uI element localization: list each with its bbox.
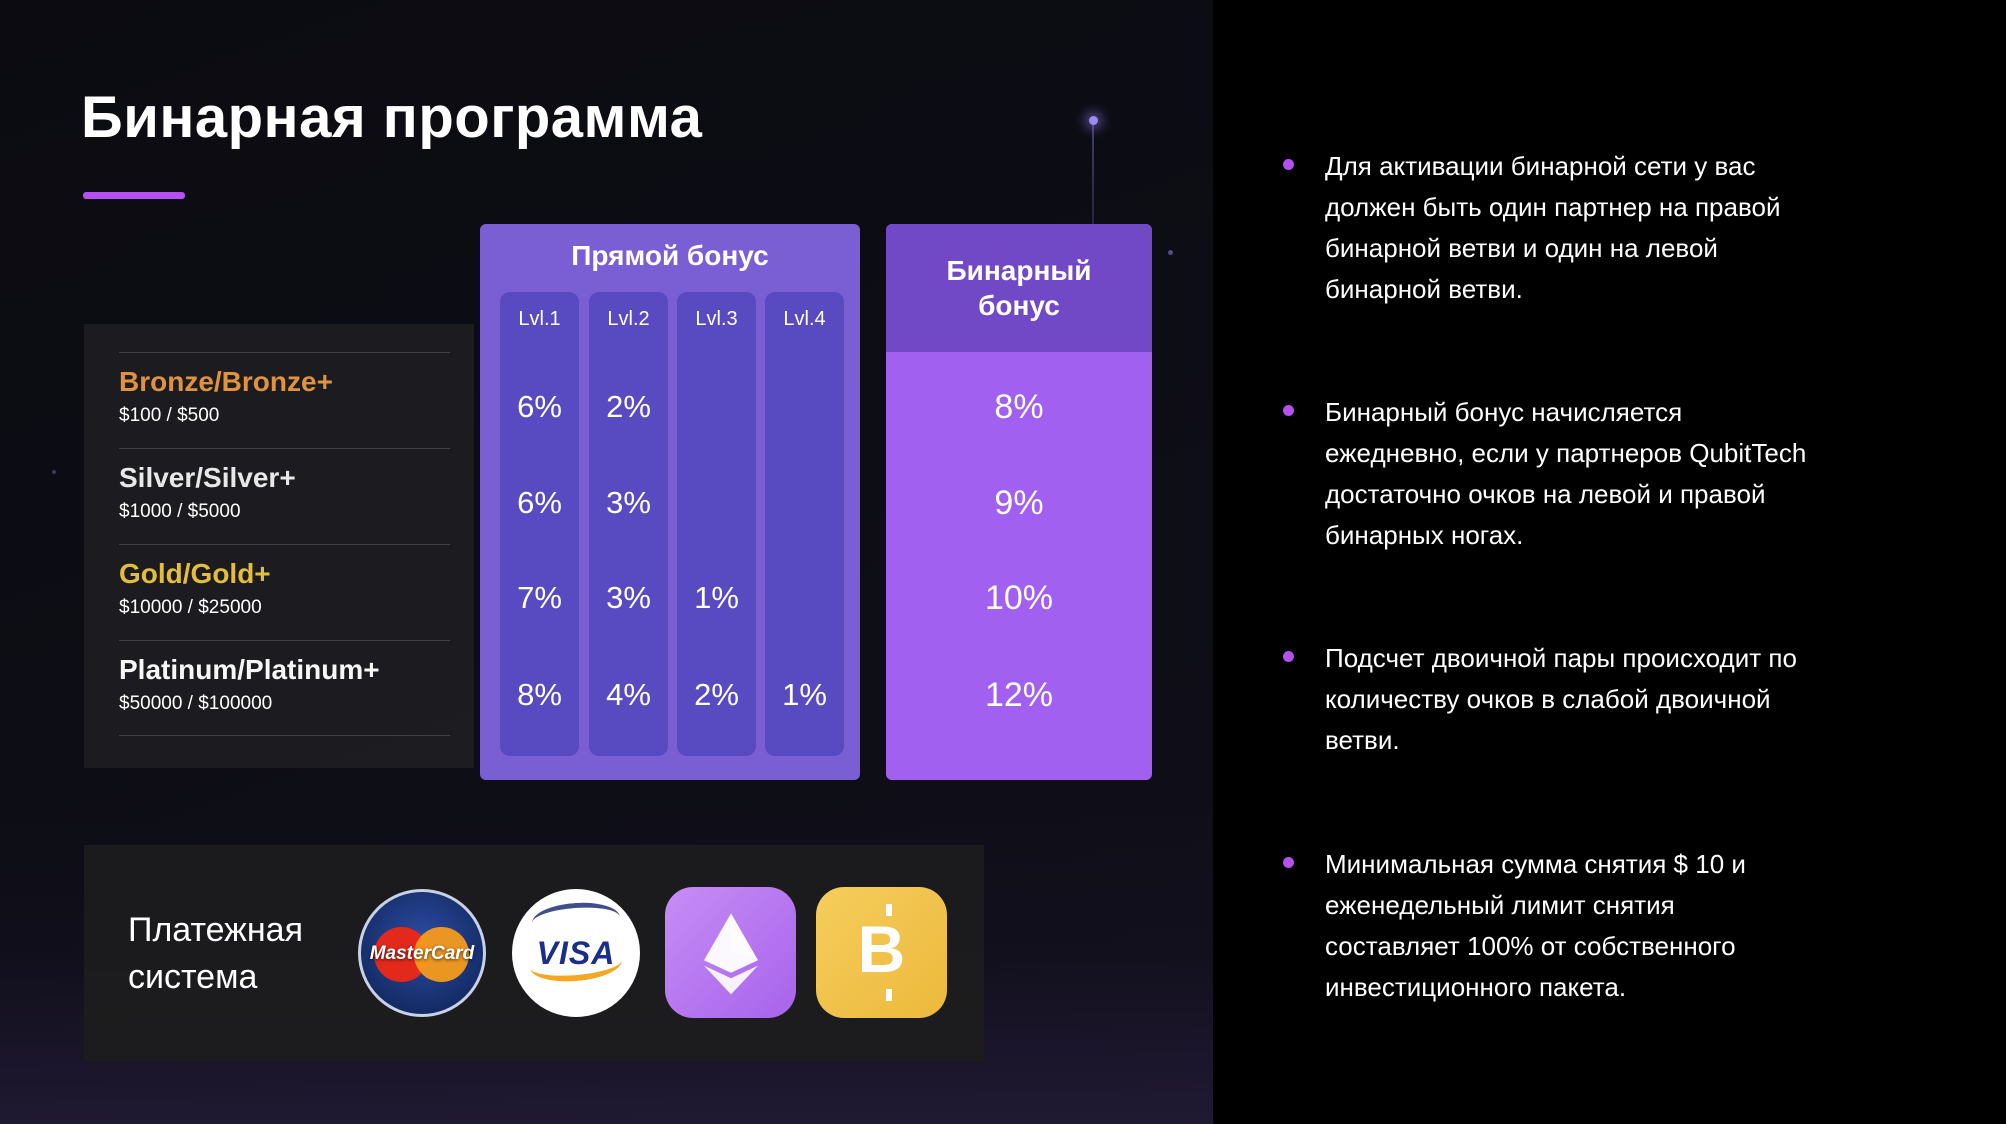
binary-bonus-value: 8% — [994, 388, 1044, 426]
tier-amounts: $1000 / $5000 — [119, 501, 241, 522]
tier-row-bronze: Bronze/Bronze+ $100 / $500 — [119, 352, 450, 448]
decor-dot — [1089, 116, 1098, 125]
level-column-1: Lvl.1 6% 6% 7% 8% — [500, 292, 579, 756]
mastercard-wordmark: MasterCard — [369, 943, 475, 964]
bitcoin-stroke-top — [886, 904, 892, 916]
payment-label: Платежная система — [128, 911, 303, 996]
bonus-cell: 7% — [517, 580, 562, 615]
tier-panel: Bronze/Bronze+ $100 / $500 Silver/Silver… — [84, 324, 474, 768]
binary-bonus-title: Бинарный бонус — [886, 224, 1152, 352]
tier-name: Platinum/Platinum+ — [119, 654, 380, 685]
visa-icon: VISA — [512, 889, 640, 1017]
level-column-3: Lvl.3 1% 2% — [677, 292, 756, 756]
bullet-dot — [1283, 651, 1294, 662]
bonus-cell: 6% — [517, 389, 562, 424]
title-underline — [83, 192, 185, 199]
tier-amounts: $50000 / $100000 — [119, 693, 273, 714]
payment-panel: Платежная система MasterCard VISA B — [84, 845, 984, 1062]
ethereum-icon — [665, 887, 796, 1018]
binary-bonus-panel: Бинарный бонус 8% 9% 10% 12% — [886, 224, 1152, 780]
level-label: Lvl.3 — [695, 308, 738, 330]
info-panel: Для активации бинарной сети у вас должен… — [1213, 0, 2006, 1124]
bonus-cell: 3% — [606, 485, 651, 520]
tier-row-platinum: Platinum/Platinum+ $50000 / $100000 — [119, 640, 450, 736]
bullet-dot — [1283, 405, 1294, 416]
direct-bonus-title: Прямой бонус — [571, 240, 769, 271]
mastercard-orange-circle — [414, 927, 469, 982]
decor-dot — [1168, 250, 1173, 255]
tier-name: Gold/Gold+ — [119, 558, 271, 589]
binary-bonus-value: 9% — [994, 484, 1044, 522]
tier-name: Bronze/Bronze+ — [119, 366, 333, 397]
bullet-text: Бинарный бонус начисляется ежедневно, ес… — [1325, 397, 1807, 550]
bullet-item: Подсчет двоичной пары происходит по коли… — [1283, 638, 1845, 761]
bullet-text: Минимальная сумма снятия $ 10 и еженедел… — [1325, 849, 1746, 1002]
bonus-cell: 6% — [517, 485, 562, 520]
ethereum-diamond — [703, 912, 758, 994]
bullet-dot — [1283, 159, 1294, 170]
bullet-item: Минимальная сумма снятия $ 10 и еженедел… — [1283, 844, 1845, 1008]
decor-dot — [52, 470, 56, 474]
bullet-dot — [1283, 857, 1294, 868]
bitcoin-stroke-bottom — [886, 989, 892, 1001]
level-column-2: Lvl.2 2% 3% 3% 4% — [589, 292, 668, 756]
bonus-cell: 3% — [606, 580, 651, 615]
bullet-item: Для активации бинарной сети у вас должен… — [1283, 146, 1845, 310]
tier-row-silver: Silver/Silver+ $1000 / $5000 — [119, 448, 450, 544]
bitcoin-letter: B — [857, 912, 906, 986]
bullet-text: Для активации бинарной сети у вас должен… — [1325, 151, 1781, 304]
bonus-cell: 2% — [694, 677, 739, 712]
visa-wordmark: VISA — [536, 935, 616, 971]
level-label: Lvl.2 — [607, 308, 650, 330]
direct-bonus-panel: Прямой бонус Lvl.1 6% 6% 7% 8% Lvl.2 2% … — [480, 224, 860, 780]
binary-bonus-value: 10% — [984, 579, 1054, 617]
tier-amounts: $100 / $500 — [119, 405, 220, 426]
mastercard-icon: MasterCard — [358, 889, 486, 1017]
decor-light-line — [1092, 125, 1094, 315]
bonus-cell: 4% — [606, 677, 651, 712]
bullet-item: Бинарный бонус начисляется ежедневно, ес… — [1283, 392, 1845, 556]
tier-row-gold: Gold/Gold+ $10000 / $25000 — [119, 544, 450, 640]
level-column-4: Lvl.4 1% — [765, 292, 844, 756]
bonus-cell: 2% — [606, 389, 651, 424]
bonus-cell: 8% — [517, 677, 562, 712]
level-label: Lvl.4 — [783, 308, 826, 330]
tier-amounts: $10000 / $25000 — [119, 597, 262, 618]
bonus-cell: 1% — [694, 580, 739, 615]
tier-name: Silver/Silver+ — [119, 462, 296, 493]
bitcoin-icon: B — [816, 887, 947, 1018]
bonus-cell: 1% — [782, 677, 827, 712]
bullet-text: Подсчет двоичной пары происходит по коли… — [1325, 643, 1797, 755]
binary-bonus-value: 12% — [984, 676, 1054, 714]
page-title: Бинарная программа — [81, 85, 703, 150]
level-label: Lvl.1 — [518, 308, 561, 330]
